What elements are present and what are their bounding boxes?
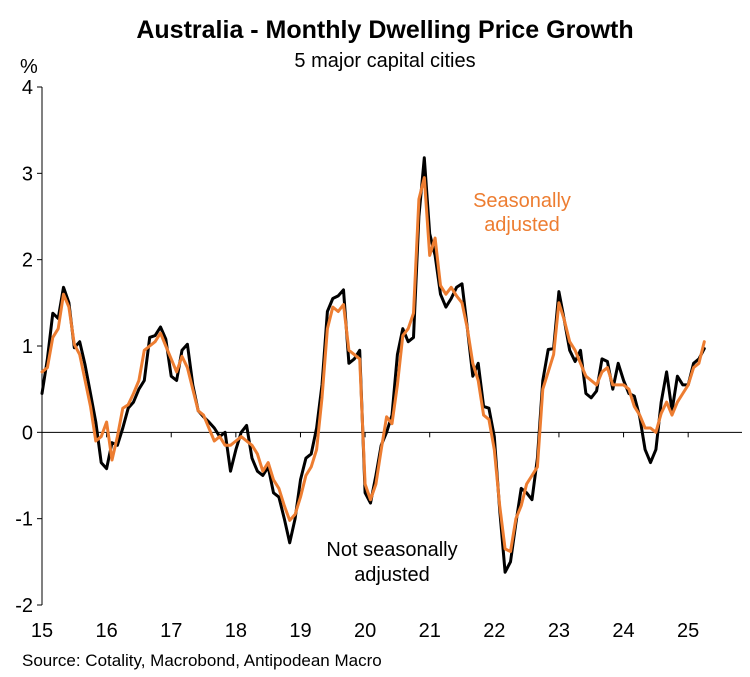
- y-tick-label: -2: [15, 595, 33, 617]
- x-tick-label: 22: [483, 620, 505, 642]
- x-tick-label: 19: [289, 620, 311, 642]
- x-tick-label: 23: [548, 620, 570, 642]
- x-tick-label: 24: [612, 620, 634, 642]
- annotation-nsa-line: adjusted: [354, 564, 430, 586]
- x-tick-label: 16: [95, 620, 117, 642]
- source-note: Source: Cotality, Macrobond, Antipodean …: [22, 651, 382, 670]
- annotation-nsa-line: Not seasonally: [326, 539, 457, 561]
- y-unit-label: %: [20, 56, 38, 78]
- chart-title: Australia - Monthly Dwelling Price Growt…: [136, 16, 634, 44]
- x-tick-label: 21: [419, 620, 441, 642]
- annotation-sa-line: adjusted: [484, 214, 560, 236]
- annotation-sa-line: Seasonally: [473, 190, 571, 212]
- x-tick-label: 25: [677, 620, 699, 642]
- x-tick-label: 18: [225, 620, 247, 642]
- y-tick-label: 4: [22, 77, 33, 99]
- y-tick-label: 3: [22, 163, 33, 185]
- chart-subtitle: 5 major capital cities: [294, 50, 476, 72]
- x-tick-label: 15: [31, 620, 53, 642]
- x-tick-label: 20: [354, 620, 376, 642]
- y-tick-label: -1: [15, 509, 33, 531]
- y-tick-label: 1: [22, 336, 33, 358]
- x-tick-label: 17: [160, 620, 182, 642]
- y-tick-label: 2: [22, 250, 33, 272]
- series-line-sa: [40, 176, 706, 553]
- y-tick-label: 0: [22, 422, 33, 444]
- series-layer: [40, 156, 706, 574]
